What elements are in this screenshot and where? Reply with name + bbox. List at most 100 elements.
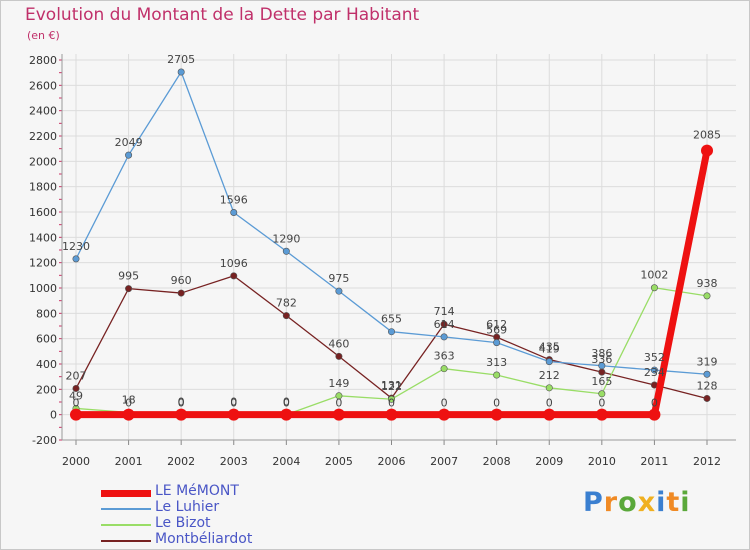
data-label: 1002 [640,269,668,282]
data-label: 612 [486,318,507,331]
data-point [70,408,82,421]
y-tick-label: 2400 [29,105,57,118]
data-point [493,339,501,347]
legend-label: Le Bizot [155,515,211,531]
data-point [175,408,188,421]
y-tick-label: 1800 [29,181,57,194]
data-label: 938 [697,277,718,290]
data-label: 0 [73,397,80,410]
logo-letter: x [637,487,657,518]
x-tick-label: 2012 [693,455,721,468]
logo-letter: P [583,487,604,518]
data-label: 18 [122,393,136,406]
data-point [282,247,290,255]
y-tick-label: 0 [50,409,57,422]
y-tick-label: 200 [36,383,57,396]
data-label: 0 [283,397,290,410]
data-label: 336 [591,353,612,366]
data-label: 0 [178,396,185,409]
data-label: 313 [486,356,507,369]
proxiti-logo: Proxiti [583,487,691,518]
y-tick-label: 2000 [29,155,57,168]
legend-label: LE MéMONT [155,483,239,499]
legend-item: Montbéliardot [101,531,361,549]
data-label: 1596 [220,194,248,207]
x-tick-label: 2008 [483,455,511,468]
data-point [545,358,553,366]
data-point [648,408,661,421]
data-label: 149 [328,377,349,390]
data-point [177,68,185,76]
y-tick-label: 1200 [29,257,57,270]
data-label: 165 [591,375,612,388]
data-label: 782 [276,297,297,310]
legend-item: LE MéMONT [101,483,361,501]
data-point [280,408,293,421]
y-tick-label: 1400 [29,231,57,244]
data-label: 614 [434,318,455,331]
x-tick-label: 2000 [62,455,90,468]
y-tick-label: 1600 [29,206,57,219]
data-point [650,284,658,292]
logo-letter: i [680,487,691,518]
data-point [543,408,556,421]
x-tick-label: 2001 [115,455,143,468]
y-tick-label: 600 [36,333,57,346]
data-label: 419 [539,343,560,356]
data-label: 2085 [693,129,721,142]
data-point [545,384,553,392]
x-tick-label: 2010 [588,455,616,468]
chart-title: Evolution du Montant de la Dette par Hab… [25,5,420,25]
y-tick-label: 800 [36,307,57,320]
logo-letter: t [666,487,681,518]
data-point [490,408,503,421]
data-point [72,384,80,392]
data-point [122,408,135,421]
logo-letter: o [618,487,638,518]
data-label: 0 [125,397,132,410]
legend-item: Le Bizot [101,515,361,533]
data-label: 122 [381,380,402,393]
data-label: 0 [651,397,658,410]
data-label: 212 [539,369,560,382]
x-tick-label: 2007 [430,455,458,468]
data-label: 714 [434,305,455,318]
legend-swatch [101,524,151,526]
data-label: 0 [441,397,448,410]
logo-letter: i [656,487,667,518]
data-label: 234 [644,366,665,379]
data-point [595,408,608,421]
data-point [335,392,343,400]
x-tick-label: 2011 [640,455,668,468]
legend-item: Le Luhier [101,499,361,517]
y-tick-label: 1000 [29,282,57,295]
data-label: 0 [335,397,342,410]
data-label: 363 [434,350,455,363]
data-label: 0 [546,397,553,410]
x-tick-label: 2005 [325,455,353,468]
data-point [332,408,345,421]
data-point [282,312,290,320]
data-point [701,144,713,157]
y-tick-label: 2600 [29,79,57,92]
x-tick-label: 2006 [378,455,406,468]
data-label: 2049 [115,136,143,149]
data-label: 0 [598,397,605,410]
data-point [703,292,711,300]
data-point [335,352,343,360]
data-point [703,394,711,402]
x-tick-label: 2009 [535,455,563,468]
data-label: 49 [69,389,83,402]
data-point [230,272,238,280]
data-label: 319 [697,355,718,368]
data-point [335,287,343,295]
plot-area [62,54,736,440]
y-tick-label: -200 [32,434,57,447]
data-point [598,390,606,398]
data-label: 1230 [62,240,90,253]
data-label: 352 [644,351,665,364]
data-label: 569 [486,324,507,337]
data-label: 1096 [220,257,248,270]
data-label: 0 [230,396,237,409]
